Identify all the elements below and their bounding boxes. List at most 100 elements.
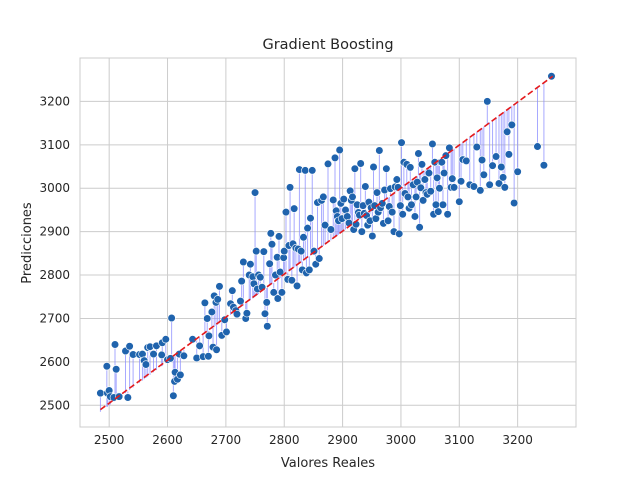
data-point [398, 210, 407, 219]
x-tick-label: 2600 [152, 433, 183, 447]
x-tick-label: 2700 [211, 433, 242, 447]
data-point [455, 197, 464, 206]
data-point [265, 259, 274, 268]
data-point [179, 351, 188, 360]
data-point [329, 195, 338, 205]
data-point [195, 341, 204, 350]
data-point [438, 200, 448, 209]
data-point [149, 349, 158, 359]
y-tick-label: 2800 [39, 268, 70, 282]
data-point [503, 127, 512, 136]
data-point [110, 340, 120, 349]
data-point [320, 221, 330, 230]
data-point [222, 327, 231, 337]
data-point [431, 200, 441, 209]
data-point [161, 335, 170, 344]
data-point [213, 295, 222, 304]
data-point [507, 120, 516, 129]
data-point [469, 182, 478, 191]
data-point [246, 260, 255, 269]
data-point [479, 170, 488, 179]
data-point [513, 167, 522, 176]
y-tick-label: 3200 [39, 94, 70, 108]
data-point [236, 297, 245, 306]
data-point [326, 225, 336, 234]
x-tick-label: 2500 [94, 433, 125, 447]
data-point [539, 161, 549, 170]
data-point [410, 212, 420, 221]
data-point [433, 173, 442, 182]
y-tick-label: 2600 [39, 355, 70, 369]
data-point [424, 168, 434, 178]
data-point [369, 162, 378, 172]
data-point [266, 229, 275, 238]
data-points [96, 72, 556, 402]
data-point [414, 149, 423, 158]
x-tick-label: 2800 [269, 433, 300, 447]
data-point [504, 150, 513, 159]
data-point [262, 298, 271, 307]
data-point [303, 224, 312, 233]
data-point [485, 180, 494, 189]
data-point [510, 198, 519, 208]
x-tick-label: 3200 [502, 433, 533, 447]
data-point [297, 247, 306, 256]
data-point [274, 232, 284, 241]
data-point [335, 145, 344, 155]
data-point [285, 183, 295, 192]
data-point [462, 156, 471, 165]
data-point [301, 166, 310, 175]
y-tick-label: 3100 [39, 138, 70, 152]
data-point [220, 315, 229, 324]
data-point [169, 391, 178, 400]
data-point [273, 294, 282, 303]
data-point [416, 183, 425, 192]
data-point [305, 265, 314, 274]
data-point [456, 177, 466, 186]
data-point [426, 187, 435, 196]
x-tick-label: 3000 [386, 433, 417, 447]
reference-line-group [99, 75, 554, 411]
data-point [252, 247, 261, 256]
data-point [449, 183, 459, 192]
data-point [256, 273, 265, 282]
data-point [382, 164, 391, 173]
data-point [215, 282, 224, 291]
x-tick-label: 2900 [327, 433, 358, 447]
data-point [415, 223, 424, 232]
y-tick-label: 2700 [39, 311, 70, 325]
data-point [348, 192, 357, 202]
data-point [287, 276, 296, 285]
data-point [435, 184, 444, 193]
data-point [494, 179, 504, 188]
data-point [375, 146, 384, 155]
y-tick-label: 2500 [39, 398, 70, 412]
data-point [472, 142, 481, 152]
data-point [157, 350, 166, 360]
data-point [299, 233, 308, 242]
data-point [412, 192, 421, 202]
data-point [207, 307, 216, 317]
data-point [250, 188, 260, 197]
data-point [167, 313, 176, 323]
data-point [384, 216, 393, 225]
y-tick-label: 3000 [39, 181, 70, 195]
data-point [533, 142, 542, 151]
data-point [276, 267, 285, 277]
data-point [232, 310, 242, 319]
data-point [356, 159, 365, 168]
data-point [176, 370, 185, 380]
data-point [200, 298, 209, 307]
data-point [315, 254, 324, 263]
data-point [125, 342, 134, 351]
data-point [263, 322, 272, 331]
data-point [419, 196, 428, 205]
data-point [96, 389, 105, 398]
data-point [102, 362, 111, 371]
data-point [330, 153, 340, 162]
data-point [319, 192, 328, 202]
data-point [392, 175, 401, 184]
data-point [308, 166, 317, 175]
